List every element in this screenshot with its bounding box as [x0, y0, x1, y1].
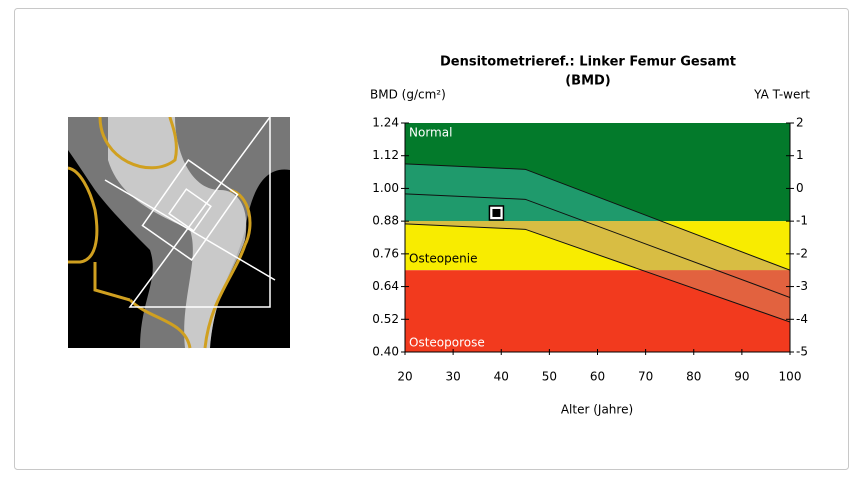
- plot: [405, 123, 790, 352]
- x-tick-label: 60: [590, 370, 605, 384]
- zone-label: Osteopenie: [409, 252, 477, 266]
- y2-tick-label: -5: [796, 345, 808, 359]
- x-tick-label: 70: [638, 370, 653, 384]
- chart: Densitometrieref.: Linker Femur Gesamt (…: [0, 0, 863, 474]
- page: Densitometrieref.: Linker Femur Gesamt (…: [0, 0, 863, 474]
- y-tick-label: 0.40: [372, 345, 399, 359]
- y2-tick-label: 0: [796, 181, 804, 195]
- y-tick-label: 0.76: [372, 246, 399, 260]
- x-axis-label: Alter (Jahre): [561, 403, 633, 417]
- y-tick-label: 1.12: [372, 148, 399, 162]
- y-tick-label: 0.88: [372, 214, 399, 228]
- y-tick-label: 0.52: [372, 312, 399, 326]
- x-tick-label: 80: [686, 370, 701, 384]
- x-tick-label: 100: [779, 370, 802, 384]
- y-tick-label: 1.24: [372, 116, 399, 130]
- y2-tick-label: -2: [796, 246, 808, 260]
- y2-tick-label: 2: [796, 116, 804, 130]
- zone-label: Normal: [409, 126, 452, 140]
- x-tick-label: 30: [445, 370, 460, 384]
- x-tick-label: 90: [734, 370, 749, 384]
- y2-tick-label: 1: [796, 148, 804, 162]
- patient-marker-core: [492, 209, 500, 217]
- y2-axis-label: YA T-wert: [753, 88, 810, 102]
- y-axis-label: BMD (g/cm²): [370, 88, 446, 102]
- y2-tick-label: -1: [796, 214, 808, 228]
- y2-tick-label: -4: [796, 312, 808, 326]
- y2-tick-label: -3: [796, 279, 808, 293]
- zone-label: Osteoporose: [409, 336, 485, 350]
- y-tick-label: 0.64: [372, 279, 399, 293]
- femur-scan: [68, 117, 290, 348]
- x-tick-label: 40: [494, 370, 509, 384]
- x-tick-label: 20: [397, 370, 412, 384]
- chart-title: (BMD): [565, 74, 611, 89]
- chart-title: Densitometrieref.: Linker Femur Gesamt: [440, 55, 736, 70]
- x-tick-label: 50: [542, 370, 557, 384]
- y-tick-label: 1.00: [372, 181, 399, 195]
